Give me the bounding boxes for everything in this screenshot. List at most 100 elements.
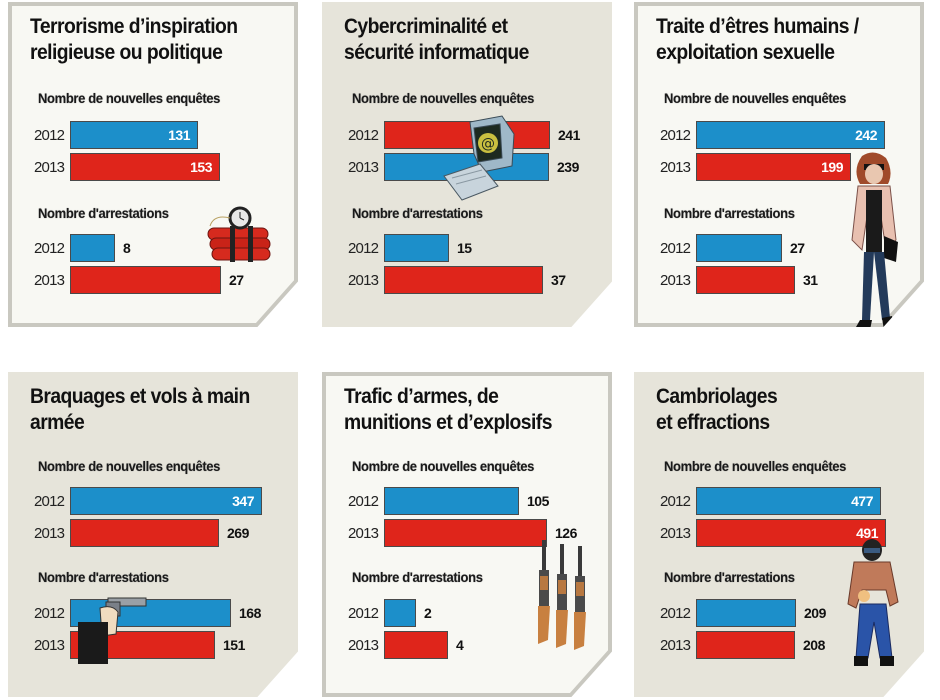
section-title: Nombre d'arrestations bbox=[664, 205, 795, 221]
chart-title: Traite d’êtres humains / exploitation sex… bbox=[656, 14, 897, 66]
year-label: 2013 bbox=[34, 159, 65, 176]
value-label: 131 bbox=[168, 127, 190, 143]
bar-2012 bbox=[70, 121, 198, 149]
bar-2012 bbox=[384, 121, 550, 149]
bar-row: 2013 153 bbox=[8, 152, 298, 182]
bar-row: 2012 2 bbox=[322, 598, 612, 628]
section-title: Nombre d'arrestations bbox=[664, 569, 795, 585]
value-label: 105 bbox=[527, 493, 549, 509]
year-label: 2013 bbox=[660, 272, 691, 289]
chart-title-line: Terrorisme d’inspiration bbox=[30, 15, 238, 38]
dynamite-bomb-icon bbox=[204, 206, 276, 269]
year-label: 2012 bbox=[348, 605, 379, 622]
bar-row: 2012 15 bbox=[322, 233, 612, 263]
value-label: 168 bbox=[239, 605, 261, 621]
value-label: 199 bbox=[821, 159, 843, 175]
chart-panel: Braquages et vols à main armée Nombre de n… bbox=[8, 372, 298, 697]
bar-2013 bbox=[696, 153, 851, 181]
value-label: 242 bbox=[855, 127, 877, 143]
value-label: 491 bbox=[856, 525, 878, 541]
year-label: 2013 bbox=[348, 272, 379, 289]
section-title: Nombre de nouvelles enquêtes bbox=[352, 458, 535, 474]
year-label: 2012 bbox=[660, 605, 691, 622]
year-label: 2012 bbox=[348, 240, 379, 257]
bar-row: 2013 4 bbox=[322, 630, 612, 660]
bar-row: 2012 242 bbox=[634, 120, 924, 150]
bar-row: 2012 131 bbox=[8, 120, 298, 150]
bar-row: 2013 126 bbox=[322, 518, 612, 548]
bar-row: 2012 168 bbox=[8, 598, 298, 628]
value-label: 8 bbox=[123, 240, 131, 256]
chart-title: Cybercriminalité et sécurité informatique bbox=[344, 14, 585, 66]
section-title: Nombre d'arrestations bbox=[352, 569, 483, 585]
bar-row: 2012 8 bbox=[8, 233, 298, 263]
chart-title-line: Cambriolages bbox=[656, 385, 778, 408]
value-label: 347 bbox=[232, 493, 254, 509]
bar-row: 2013 199 bbox=[634, 152, 924, 182]
bar-row: 2013 31 bbox=[634, 265, 924, 295]
year-label: 2012 bbox=[660, 493, 691, 510]
value-label: 269 bbox=[227, 525, 249, 541]
bar-row: 2013 37 bbox=[322, 265, 612, 295]
chart-title-line: religieuse ou politique bbox=[30, 41, 223, 64]
woman-figure-icon bbox=[844, 150, 904, 327]
section-title: Nombre de nouvelles enquêtes bbox=[38, 458, 221, 474]
value-label: 31 bbox=[803, 272, 818, 288]
value-label: 126 bbox=[555, 525, 577, 541]
chart-title-line: Cybercriminalité et bbox=[344, 15, 508, 38]
year-label: 2012 bbox=[34, 127, 65, 144]
bar-row: 2012 347 bbox=[8, 486, 298, 516]
chart-title-line: Braquages et vols à main bbox=[30, 385, 250, 408]
bar-2013 bbox=[70, 519, 219, 547]
year-label: 2013 bbox=[660, 159, 691, 176]
chart-panel: Cybercriminalité et sécurité informatique… bbox=[322, 2, 612, 327]
year-label: 2013 bbox=[34, 272, 65, 289]
chart-title-line: exploitation sexuelle bbox=[656, 41, 835, 64]
section-title: Nombre de nouvelles enquêtes bbox=[352, 90, 535, 106]
value-label: 2 bbox=[424, 605, 432, 621]
bar-2013 bbox=[696, 266, 795, 294]
year-label: 2012 bbox=[348, 493, 379, 510]
section-title: Nombre d'arrestations bbox=[38, 569, 169, 585]
hand-gun-icon bbox=[78, 594, 148, 669]
section-title: Nombre de nouvelles enquêtes bbox=[664, 458, 847, 474]
bar-2012 bbox=[696, 599, 796, 627]
bar-2012 bbox=[696, 487, 881, 515]
value-label: 477 bbox=[851, 493, 873, 509]
bar-2012 bbox=[384, 599, 416, 627]
bar-row: 2013 27 bbox=[8, 265, 298, 295]
year-label: 2013 bbox=[348, 637, 379, 654]
chart-panel: Terrorisme d’inspiration religieuse ou po… bbox=[8, 2, 298, 327]
bar-row: 2013 269 bbox=[8, 518, 298, 548]
section-title: Nombre d'arrestations bbox=[38, 205, 169, 221]
year-label: 2013 bbox=[34, 637, 65, 654]
value-label: 153 bbox=[190, 159, 212, 175]
bar-2013 bbox=[70, 266, 221, 294]
bar-2012 bbox=[384, 234, 449, 262]
bar-2013 bbox=[384, 519, 547, 547]
chart-title-line: sécurité informatique bbox=[344, 41, 529, 64]
computer-icon: @ bbox=[440, 114, 530, 209]
bar-row: 2012 241 bbox=[322, 120, 612, 150]
chart-title: Cambriolages et effractions bbox=[656, 384, 897, 436]
bar-row: 2013 491 bbox=[634, 518, 924, 548]
bar-2013 bbox=[384, 631, 448, 659]
bar-row: 2013 208 bbox=[634, 630, 924, 660]
chart-title-line: munitions et d’explosifs bbox=[344, 411, 552, 434]
bar-row: 2012 27 bbox=[634, 233, 924, 263]
rifles-icon bbox=[532, 540, 594, 655]
chart-title: Trafic d’armes, de munitions et d’explosi… bbox=[344, 384, 585, 436]
bar-2013 bbox=[696, 631, 795, 659]
bar-row: 2012 477 bbox=[634, 486, 924, 516]
chart-panel: Trafic d’armes, de munitions et d’explosi… bbox=[322, 372, 612, 697]
bar-2012 bbox=[696, 234, 782, 262]
value-label: 208 bbox=[803, 637, 825, 653]
chart-panel: Cambriolages et effractions Nombre de nouv… bbox=[634, 372, 924, 697]
year-label: 2013 bbox=[660, 525, 691, 542]
bar-2012 bbox=[70, 234, 115, 262]
section-title: Nombre d'arrestations bbox=[352, 205, 483, 221]
value-label: 27 bbox=[229, 272, 244, 288]
chart-title: Braquages et vols à main armée bbox=[30, 384, 271, 436]
year-label: 2013 bbox=[34, 525, 65, 542]
year-label: 2013 bbox=[348, 159, 379, 176]
